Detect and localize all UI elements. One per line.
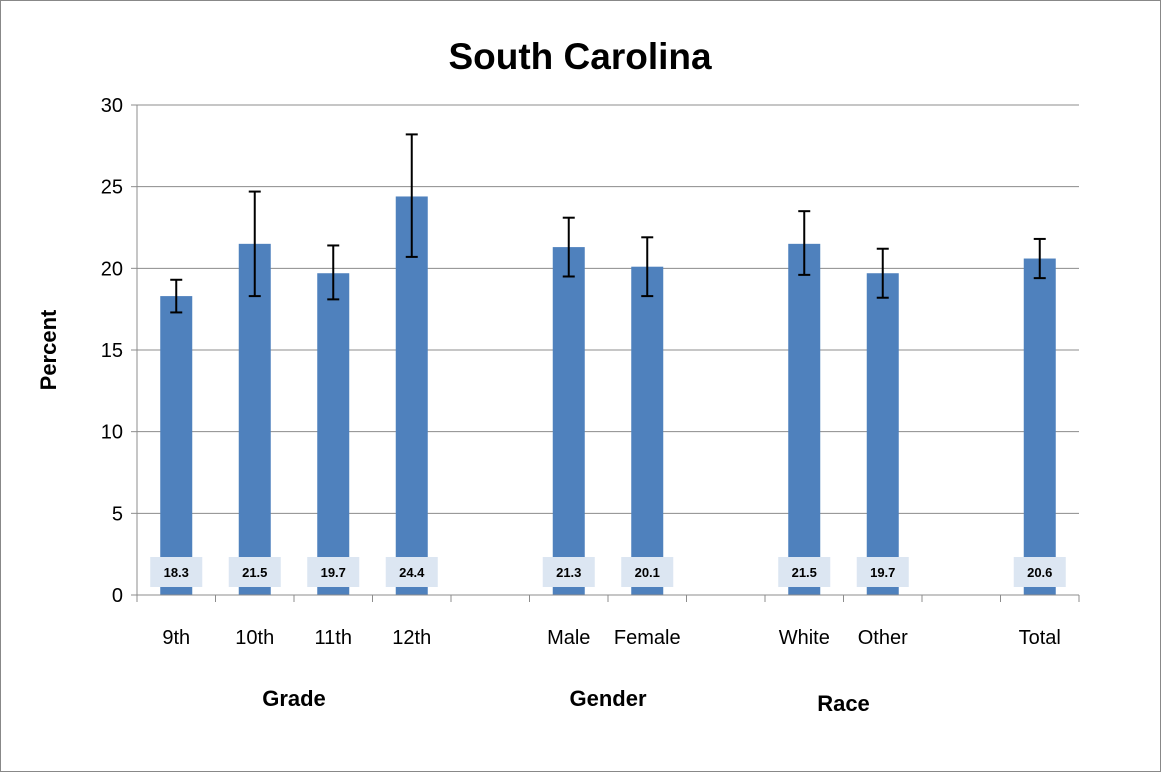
y-tick-label: 15: [101, 340, 123, 362]
group-label: Gender: [569, 686, 646, 711]
bar-other: [866, 273, 899, 595]
data-label: 21.5: [792, 565, 817, 580]
bar-9th: [160, 296, 193, 595]
data-label: 19.7: [870, 565, 895, 580]
y-axis-label: Percent: [36, 309, 61, 390]
data-label: 18.3: [164, 565, 189, 580]
x-category-label: 11th: [315, 627, 352, 649]
group-labels: Grade Gender Race: [262, 686, 870, 716]
bar-female: [631, 266, 664, 595]
data-label: 19.7: [321, 565, 346, 580]
bars: [160, 196, 1056, 596]
data-label-box: [621, 557, 674, 587]
bar-white: [788, 243, 821, 596]
data-label-box: [856, 557, 909, 587]
data-label: 24.4: [399, 565, 425, 580]
group-label: Race: [817, 691, 870, 716]
x-category-label: 9th: [162, 627, 190, 649]
y-tick-label: 20: [101, 258, 123, 280]
bar-10th: [238, 243, 271, 596]
data-label: 20.1: [635, 565, 660, 580]
chart-title: South Carolina: [448, 36, 712, 77]
data-label-box: [1013, 557, 1066, 587]
data-labels: 18.3 21.5 19.7 24.4 21.3 20.1 21.5 19.7 20.6: [150, 557, 1066, 587]
y-tick-label: 10: [101, 422, 123, 444]
bar-12th: [395, 196, 428, 595]
data-label: 20.6: [1027, 565, 1052, 580]
y-tick-label: 5: [112, 503, 123, 525]
error-bars: [170, 133, 1046, 314]
bar-total: [1023, 258, 1056, 595]
y-tick-label: 30: [101, 95, 123, 117]
y-tick-label: 25: [101, 177, 123, 199]
y-tick-label: 0: [112, 585, 123, 607]
bar-11th: [317, 273, 350, 595]
x-category-label: Female: [614, 627, 681, 649]
x-category-label: Total: [1019, 627, 1061, 649]
bar-male: [552, 247, 585, 595]
data-label-box: [228, 557, 281, 587]
data-label-box: [385, 557, 438, 587]
data-label-box: [778, 557, 831, 587]
group-label: Grade: [262, 686, 326, 711]
data-label: 21.3: [556, 565, 581, 580]
x-category-labels: 9th 10th 11th 12th Male Female White Other Total: [162, 627, 1061, 649]
x-category-label: 12th: [392, 627, 431, 649]
x-category-label: White: [779, 627, 830, 649]
data-label: 21.5: [242, 565, 267, 580]
data-label-box: [542, 557, 595, 587]
y-tick-labels: 0 5 10 15 20 25 30: [101, 95, 123, 607]
x-category-label: Other: [858, 627, 908, 649]
gridlines: [137, 104, 1079, 514]
data-label-box: [307, 557, 360, 587]
axes: [131, 104, 1080, 602]
x-category-label: 10th: [235, 627, 274, 649]
data-label-box: [150, 557, 203, 587]
x-category-label: Male: [547, 627, 590, 649]
